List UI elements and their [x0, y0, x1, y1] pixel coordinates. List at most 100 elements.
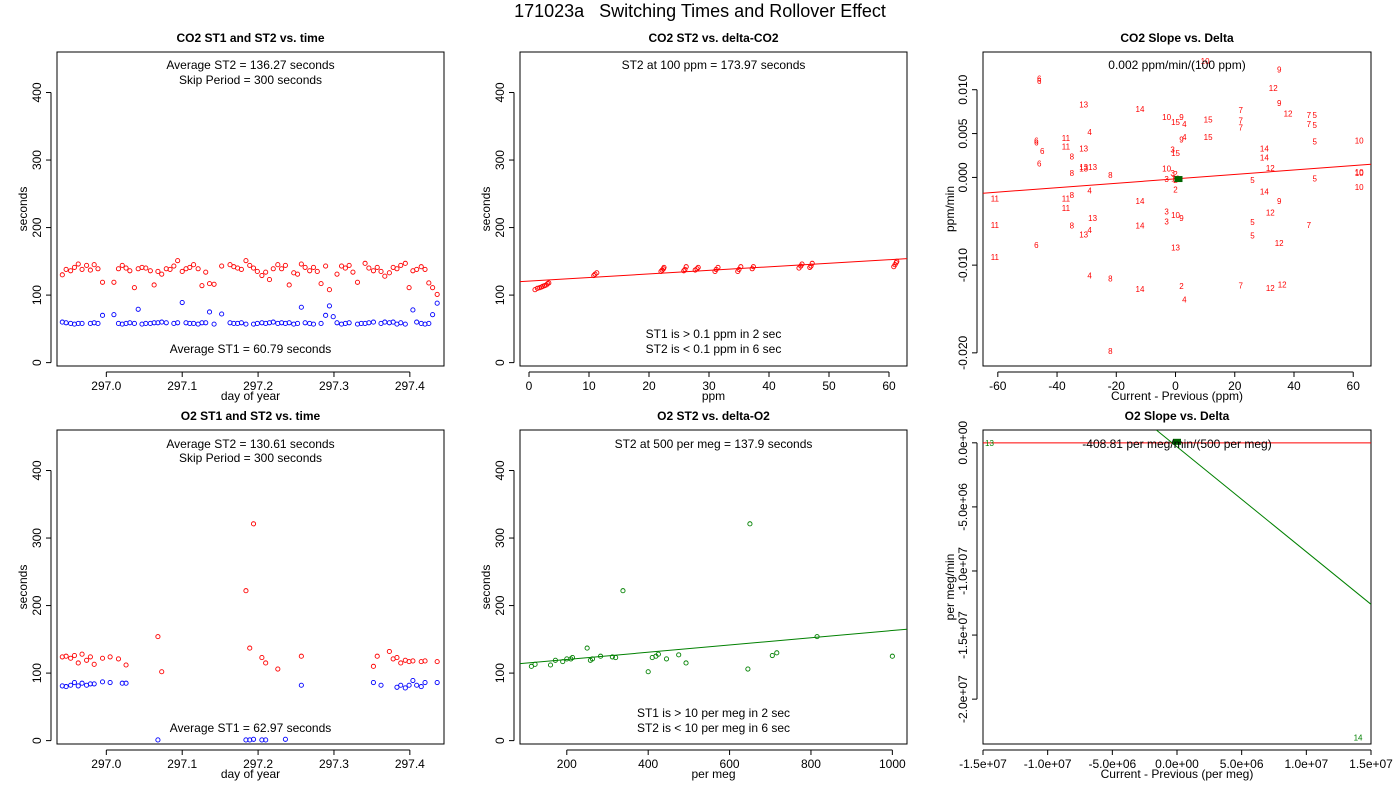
data-point-label: 6	[1034, 137, 1039, 146]
y-tick-label: 100	[30, 285, 44, 305]
data-point	[402, 685, 408, 691]
y-tick-label: -0.020	[956, 336, 970, 370]
data-point	[259, 272, 265, 279]
data-point-label: 9	[1277, 99, 1282, 108]
data-point	[318, 281, 324, 287]
data-point	[263, 269, 269, 275]
data-point	[282, 736, 288, 742]
data-point	[95, 320, 101, 327]
data-point-label: 12	[1278, 280, 1287, 289]
data-point	[68, 655, 74, 661]
data-point	[354, 279, 361, 285]
data-point-label: 5	[1250, 176, 1255, 185]
data-point	[398, 262, 404, 268]
data-point	[314, 268, 320, 275]
data-point	[298, 304, 304, 310]
data-point	[683, 660, 689, 666]
data-point-label: 6	[1034, 138, 1039, 147]
data-point	[75, 660, 81, 666]
data-point-label: 12	[1284, 109, 1293, 118]
data-point	[79, 320, 85, 327]
data-point-label: 7	[1238, 106, 1243, 115]
data-point	[71, 680, 78, 686]
data-point	[266, 277, 273, 283]
x-axis-label: ppm	[702, 389, 725, 403]
data-point	[243, 588, 249, 594]
data-point-label: 13	[1079, 230, 1088, 239]
x-tick-label: 0	[526, 379, 533, 393]
data-point-label: 11	[1062, 204, 1071, 213]
data-point-label: 5	[1312, 137, 1317, 146]
data-point-label: 8	[1070, 191, 1075, 200]
data-layer	[59, 521, 440, 743]
chart-title: O2 ST1 and ST2 vs. time	[181, 409, 321, 423]
data-point-label: 3	[1170, 145, 1175, 154]
chart-co2-delta: CO2 ST2 vs. delta-CO2 0 10 20 30 40 50 60 ppm 0 10…	[479, 31, 908, 403]
data-point	[286, 282, 292, 288]
data-point-label: 14	[1136, 197, 1145, 206]
data-layer	[520, 521, 907, 675]
data-point	[434, 680, 440, 686]
x-tick-label: 297.2	[243, 757, 273, 771]
x-tick-label: 0.0e+00	[1155, 757, 1199, 771]
data-point-label: 14	[1260, 187, 1269, 196]
y-tick-label: 0	[30, 359, 44, 366]
data-point	[406, 682, 412, 688]
data-point	[84, 657, 90, 663]
chart-title: O2 Slope vs. Delta	[1125, 409, 1230, 423]
data-point	[663, 656, 670, 662]
data-point	[243, 321, 249, 327]
chart-annotation: Skip Period = 300 seconds	[179, 451, 322, 465]
series-st2	[528, 521, 895, 675]
data-point	[115, 656, 122, 662]
data-point	[107, 680, 113, 686]
data-point-label: 9	[1277, 66, 1282, 75]
data-point-label: 6	[1040, 147, 1045, 156]
data-point-label: 13	[1088, 214, 1097, 223]
data-point	[163, 320, 169, 326]
data-point	[68, 268, 74, 274]
data-point-label: 14	[1136, 222, 1145, 231]
data-point	[609, 654, 615, 660]
x-tick-label: -20	[1108, 379, 1126, 393]
data-point	[147, 268, 153, 274]
data-point	[330, 314, 336, 320]
data-point	[195, 266, 201, 272]
data-point	[247, 645, 253, 651]
data-point	[382, 319, 388, 325]
chart-annotation: ST2 is < 0.1 ppm in 6 sec	[646, 342, 782, 356]
data-point	[219, 263, 225, 269]
x-tick-label: 297.3	[319, 379, 349, 393]
data-point	[91, 661, 97, 667]
y-tick-label: -5.0e+06	[956, 483, 970, 531]
data-point	[111, 279, 117, 285]
data-point-label: 3	[1164, 175, 1169, 184]
data-point	[569, 655, 576, 661]
chart-annotation: Average ST2 = 136.27 seconds	[166, 58, 334, 72]
data-point	[155, 634, 161, 640]
data-point	[263, 660, 269, 666]
data-point	[123, 265, 129, 271]
data-point	[270, 266, 276, 272]
data-point	[250, 736, 257, 742]
data-point	[211, 321, 217, 327]
data-point	[75, 683, 81, 689]
data-point-cluster	[1174, 176, 1183, 183]
data-point	[199, 283, 205, 289]
y-tick-label: -0.010	[956, 248, 970, 282]
data-point	[745, 666, 751, 672]
data-point	[211, 281, 217, 287]
data-point	[119, 262, 125, 268]
chart-annotation: ST2 at 100 ppm = 173.97 seconds	[622, 58, 806, 72]
data-point	[91, 262, 97, 268]
data-point-label: 12	[1266, 164, 1275, 173]
data-point-cluster	[1173, 438, 1181, 445]
data-point	[115, 266, 122, 272]
data-point	[227, 262, 233, 268]
data-point-label: 13	[1079, 101, 1088, 110]
data-point	[84, 262, 90, 268]
data-point-label: 4	[1087, 187, 1092, 196]
y-tick-label: 400	[493, 82, 507, 102]
x-tick-label: 297.2	[243, 379, 273, 393]
